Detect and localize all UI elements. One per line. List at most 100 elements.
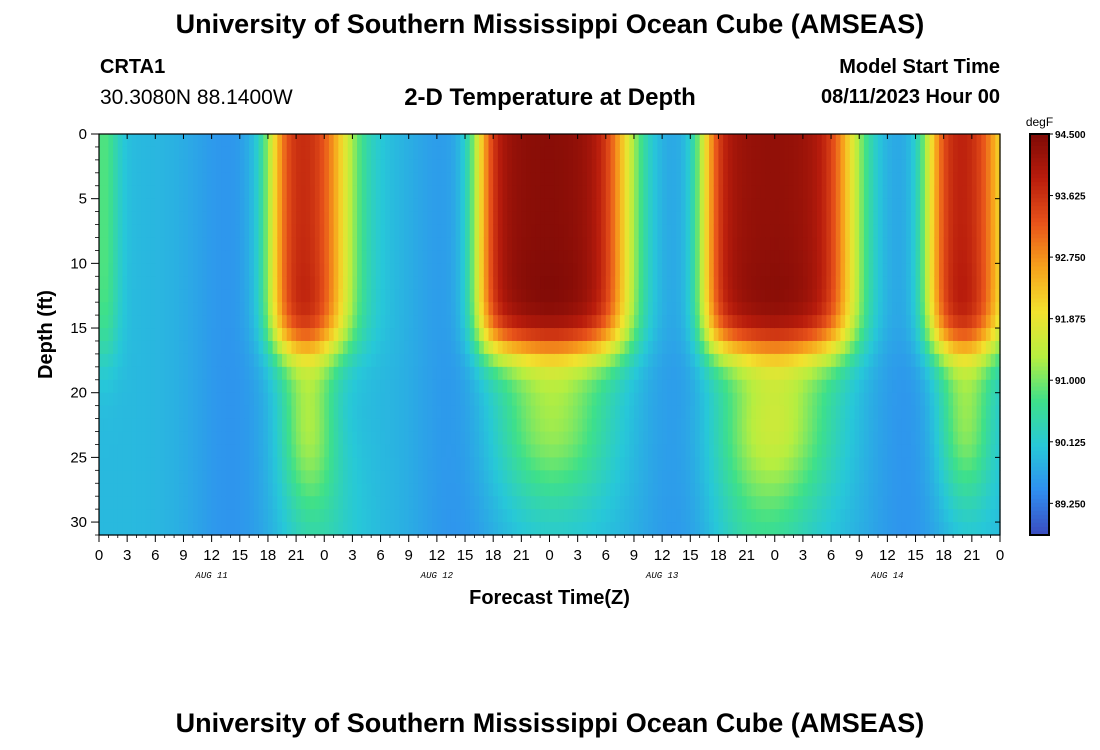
heatmap-cell <box>812 328 818 342</box>
heatmap-cell <box>427 418 433 433</box>
heatmap-cell <box>671 211 677 226</box>
heatmap-cell <box>699 134 705 148</box>
heatmap-cell <box>648 470 654 484</box>
heatmap-cell <box>643 146 649 161</box>
heatmap-cell <box>821 457 827 471</box>
heatmap-cell <box>117 289 124 303</box>
heatmap-cell <box>422 263 429 277</box>
heatmap-cell <box>488 237 494 252</box>
heatmap-cell <box>511 211 518 226</box>
heatmap-cell <box>249 379 255 394</box>
heatmap-cell <box>483 483 490 497</box>
heatmap-cell <box>704 224 710 239</box>
heatmap-cell <box>394 172 400 187</box>
heatmap-cell <box>718 276 724 290</box>
heatmap-cell <box>624 134 630 148</box>
heatmap-cell <box>690 392 696 407</box>
heatmap-cell <box>849 250 856 264</box>
heatmap-cell <box>587 366 593 381</box>
heatmap-cell <box>784 418 790 433</box>
heatmap-cell <box>244 146 250 161</box>
heatmap-cell <box>319 522 325 536</box>
heatmap-cell <box>723 302 729 316</box>
heatmap-cell <box>310 302 316 316</box>
heatmap-cell <box>826 379 832 394</box>
heatmap-cell <box>629 172 635 187</box>
heatmap-cell <box>784 134 790 148</box>
heatmap-cell <box>155 457 161 471</box>
heatmap-cell <box>253 340 260 355</box>
heatmap-cell <box>427 366 433 381</box>
heatmap-cell <box>305 237 311 252</box>
heatmap-cell <box>746 522 752 536</box>
heatmap-cell <box>849 366 856 381</box>
heatmap-cell <box>605 379 612 394</box>
heatmap-cell <box>549 302 555 316</box>
heatmap-cell <box>230 159 236 174</box>
heatmap-cell <box>197 509 203 523</box>
heatmap-cell <box>314 289 321 303</box>
heatmap-cell <box>117 134 124 148</box>
heatmap-cell <box>103 470 109 484</box>
heatmap-cell <box>244 509 250 523</box>
heatmap-cell <box>788 457 795 471</box>
heatmap-cell <box>441 431 447 446</box>
heatmap-cell <box>709 431 715 446</box>
heatmap-cell <box>779 172 785 187</box>
heatmap-cell <box>389 522 396 536</box>
heatmap-cell <box>465 315 471 329</box>
heatmap-cell <box>282 366 288 381</box>
heatmap-cell <box>338 263 344 277</box>
heatmap-cell <box>305 159 311 174</box>
heatmap-cell <box>399 470 405 484</box>
heatmap-cell <box>357 198 363 213</box>
heatmap-cell <box>169 289 175 303</box>
heatmap-cell <box>563 224 569 239</box>
heatmap-cell <box>840 418 846 433</box>
heatmap-cell <box>662 263 668 277</box>
heatmap-cell <box>765 198 771 213</box>
heatmap-cell <box>239 483 246 497</box>
heatmap-cell <box>202 302 208 316</box>
heatmap-cell <box>521 315 527 329</box>
heatmap-cell <box>840 237 846 252</box>
heatmap-cell <box>802 366 809 381</box>
heatmap-cell <box>849 185 856 200</box>
heatmap-cell <box>136 392 142 407</box>
heatmap-cell <box>413 418 419 433</box>
heatmap-cell <box>436 198 443 213</box>
heatmap-cell <box>535 172 541 187</box>
heatmap-cell <box>526 159 532 174</box>
heatmap-cell <box>690 509 696 523</box>
heatmap-cell <box>389 353 396 368</box>
heatmap-cell <box>432 159 438 174</box>
heatmap-cell <box>366 185 372 200</box>
heatmap-cell <box>404 405 410 420</box>
heatmap-cell <box>676 172 682 187</box>
heatmap-cell <box>455 366 461 381</box>
heatmap-cell <box>596 340 602 355</box>
heatmap-cell <box>441 250 447 264</box>
heatmap-cell <box>798 185 804 200</box>
heatmap-cell <box>225 457 231 471</box>
heatmap-cell <box>624 418 630 433</box>
heatmap-cell <box>511 250 518 264</box>
heatmap-cell <box>375 470 382 484</box>
heatmap-cell <box>286 353 292 368</box>
heatmap-cell <box>633 379 640 394</box>
heatmap-cell <box>826 211 832 226</box>
heatmap-cell <box>788 250 795 264</box>
heatmap-cell <box>568 392 574 407</box>
heatmap-cell <box>305 392 311 407</box>
heatmap-cell <box>633 340 640 355</box>
heatmap-cell <box>99 340 105 355</box>
heatmap-cell <box>164 224 170 239</box>
heatmap-cell <box>840 134 846 148</box>
heatmap-cell <box>770 522 776 536</box>
heatmap-cell <box>849 379 856 394</box>
heatmap-cell <box>385 431 391 446</box>
heatmap-cell <box>535 496 541 510</box>
heatmap-cell <box>371 522 377 536</box>
heatmap-cell <box>347 522 353 536</box>
heatmap-cell <box>765 263 771 277</box>
